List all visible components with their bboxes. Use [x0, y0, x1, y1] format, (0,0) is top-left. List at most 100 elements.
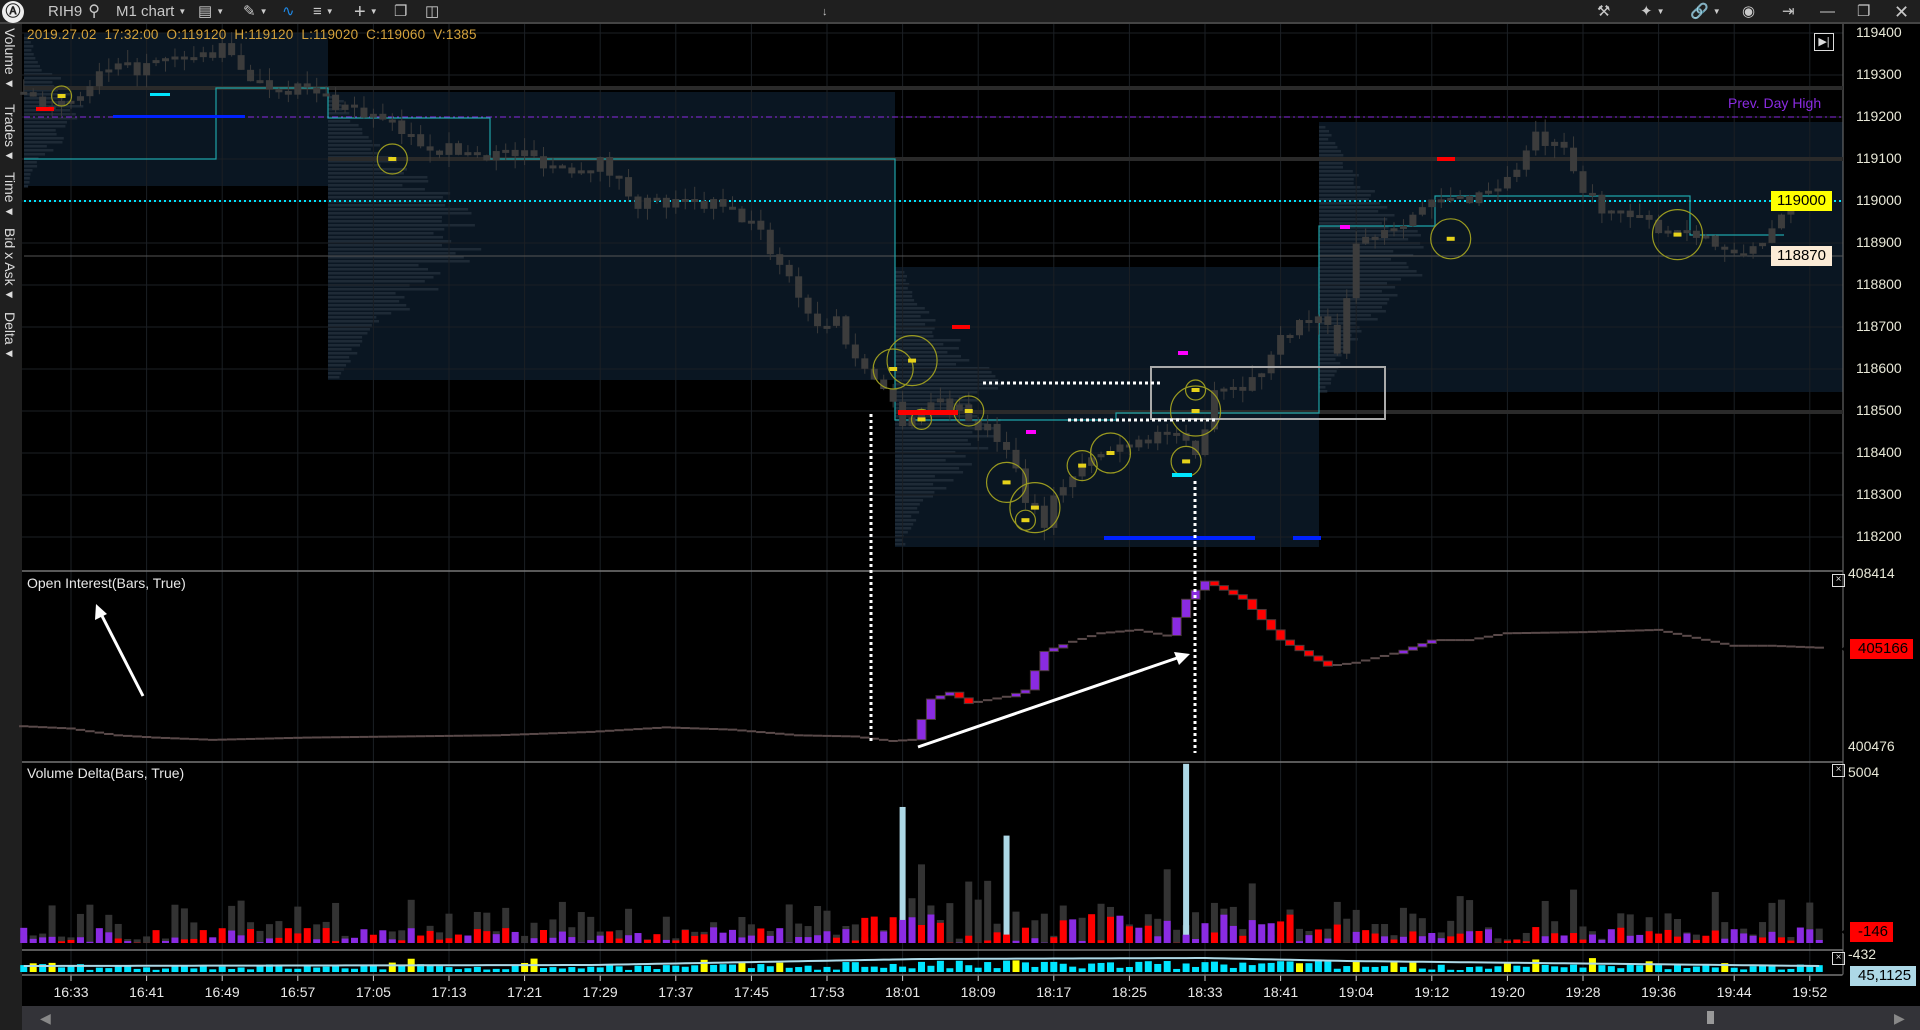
profile-level: [328, 192, 451, 195]
big-trade-marker: [1673, 232, 1682, 237]
logo-icon[interactable]: Ⓐ: [2, 1, 24, 23]
profile-level: [24, 149, 54, 152]
sub-bar: [303, 965, 311, 972]
side-tab-volume[interactable]: Volume◀: [2, 28, 18, 89]
volume-bar: [502, 907, 510, 943]
time-axis-label: 18:09: [960, 984, 996, 1000]
indicator-icon[interactable]: ∿: [282, 3, 295, 20]
big-trade-marker: [889, 367, 898, 371]
link-icon[interactable]: 🔗 ▼: [1690, 3, 1721, 20]
profile-level: [895, 351, 948, 354]
symbol-selector[interactable]: RIH9 ⚲: [48, 2, 100, 22]
delta-bar: [1437, 938, 1445, 943]
chart-type-dropdown[interactable]: M1 chart ▼: [116, 3, 187, 20]
profile-level: [1319, 270, 1417, 273]
profile-level: [895, 531, 908, 534]
minimize-icon[interactable]: —: [1820, 3, 1835, 20]
candle-body: [596, 156, 604, 172]
candle-body: [1116, 444, 1124, 452]
delta-bar: [936, 922, 944, 943]
close-pane-icon[interactable]: ×: [1832, 574, 1845, 587]
sub-bar: [190, 968, 198, 972]
candle-body: [58, 100, 66, 107]
candle-body: [483, 155, 491, 161]
camera-icon[interactable]: ◉: [1742, 3, 1756, 20]
restore-icon[interactable]: ❐: [1857, 3, 1871, 20]
side-tab-trades[interactable]: Trades◀: [2, 104, 18, 162]
profile-level: [1319, 178, 1354, 181]
display-icon[interactable]: ▤ ▼: [198, 3, 225, 20]
side-tab-delta[interactable]: Delta◀: [2, 312, 18, 359]
profile-level: [328, 176, 428, 179]
scroll-thumb[interactable]: [1707, 1011, 1714, 1024]
oi-bar: [1029, 670, 1040, 691]
delta-bar: [530, 938, 538, 943]
candle-body: [1721, 246, 1729, 250]
sub-bar: [218, 966, 226, 972]
close-pane-icon[interactable]: ×: [1832, 952, 1845, 965]
time-axis-label: 18:33: [1187, 984, 1223, 1000]
profile-level: [328, 376, 340, 379]
profile-level: [1319, 190, 1375, 193]
profile-level: [328, 252, 456, 255]
profile-level: [328, 280, 425, 283]
sub-bar: [1314, 960, 1322, 972]
sub-bar: [1239, 962, 1247, 972]
delta-bar: [1144, 925, 1152, 943]
candle-body: [20, 91, 28, 95]
delta-bar: [39, 937, 47, 943]
search-icon[interactable]: ⚲: [88, 3, 100, 20]
candle-body: [1229, 386, 1237, 390]
plus-icon[interactable]: + ▼: [354, 1, 378, 23]
horizontal-scrollbar[interactable]: ◀ ▶: [22, 1006, 1920, 1030]
candle-body: [29, 92, 37, 97]
pencil-icon[interactable]: ✎ ▼: [243, 3, 268, 20]
delta-bar: [190, 938, 198, 943]
candle-body: [228, 43, 236, 56]
sub-bar: [256, 965, 264, 972]
side-tab-time[interactable]: Time◀: [2, 172, 18, 217]
scroll-right-icon[interactable]: ▶: [1894, 1010, 1905, 1026]
sub-bar: [738, 962, 746, 972]
side-tab-bid-ask[interactable]: Bid x Ask◀: [2, 228, 18, 300]
close-icon[interactable]: ✕: [1894, 2, 1910, 22]
crosshair-icon[interactable]: ✦ ▼: [1640, 3, 1665, 20]
volume-bar: [1324, 928, 1332, 943]
close-pane-icon[interactable]: ×: [1832, 764, 1845, 777]
candle-body: [955, 404, 963, 412]
big-trade-circle: [886, 335, 938, 387]
sub-bar: [473, 966, 481, 972]
profile-level: [328, 352, 358, 355]
delta-bar: [662, 939, 670, 943]
scroll-left-icon[interactable]: ◀: [40, 1010, 51, 1026]
sub-bar: [1107, 962, 1114, 972]
candle-body: [1466, 195, 1474, 204]
candle-body: [984, 423, 992, 431]
tools-icon[interactable]: ⚒: [1597, 3, 1611, 20]
profile-level: [24, 157, 39, 160]
profile-level: [328, 228, 445, 231]
template-icon[interactable]: ≡ ▼: [313, 3, 334, 20]
oi-bar: [1209, 580, 1220, 587]
price-axis-label: 118800: [1856, 276, 1902, 292]
window-icon[interactable]: ❐: [394, 3, 408, 20]
scroll-to-end-button[interactable]: ▶|: [1814, 33, 1834, 51]
delta-bar: [1796, 927, 1804, 943]
cursor-price-tag: 118870: [1771, 246, 1832, 266]
profile-level: [328, 204, 446, 207]
profile-level: [895, 475, 935, 478]
sub-bar: [1428, 969, 1436, 972]
candle-body: [1069, 476, 1077, 488]
delta-bar: [606, 931, 614, 943]
collapse-arrow-icon[interactable]: ↓: [822, 6, 828, 18]
oi-bar: [944, 691, 955, 697]
profile-level: [1319, 346, 1345, 349]
pin-icon[interactable]: ⇥: [1782, 3, 1795, 20]
delta-bar: [303, 928, 311, 943]
profile-level: [24, 89, 58, 92]
level-marker: [1172, 473, 1192, 477]
candle-body: [700, 200, 708, 209]
delta-bar: [899, 919, 907, 943]
layout-icon[interactable]: ◫: [425, 3, 440, 20]
